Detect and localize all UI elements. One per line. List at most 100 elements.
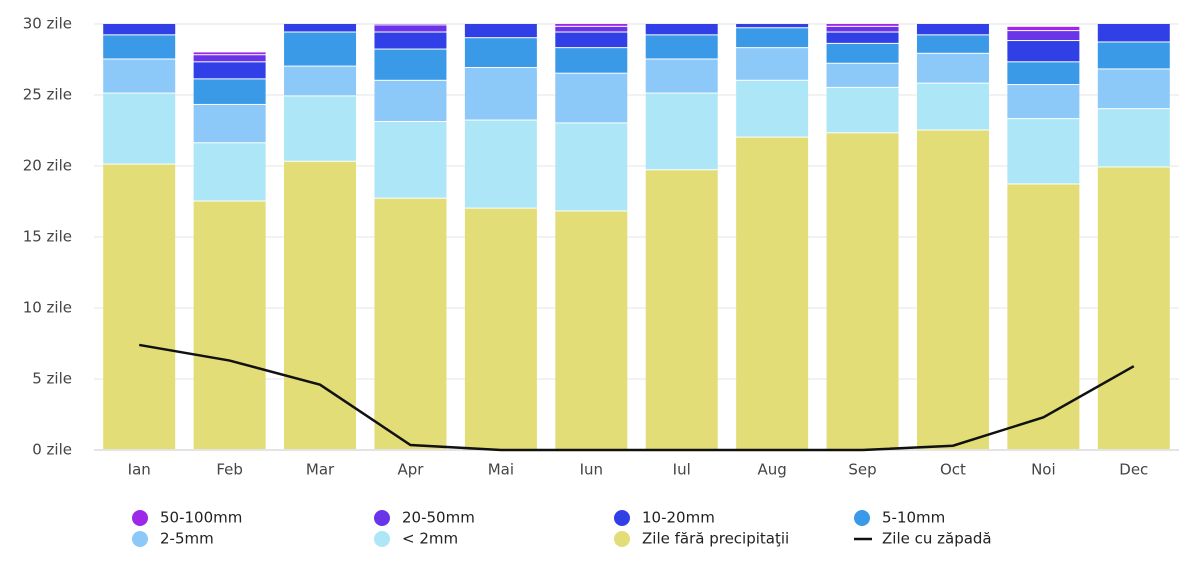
x-tick-label: Iul [673,461,691,479]
bar-segment [464,68,537,120]
y-tick-label: 20 zile [23,157,72,175]
legend-label: 2-5mm [160,530,214,548]
bar-segment [1007,85,1080,119]
bar-segment [284,24,357,32]
bar-segment [1097,167,1170,450]
bar-segment [555,48,628,73]
bar-segment [1007,62,1080,85]
x-tick-label: Apr [397,461,424,479]
x-tick-label: Oct [940,461,966,479]
legend-label: Zile fără precipitaţii [642,530,789,548]
legend-label: 20-50mm [402,509,475,527]
legend-label: 50-100mm [160,509,242,527]
bar-segment [826,63,899,87]
bar-segment [917,13,989,18]
legend-swatch [132,531,148,547]
y-tick-label: 10 zile [23,299,72,317]
bar-segment [645,35,718,59]
x-tick-label: Sep [848,461,876,479]
x-tick-label: Feb [216,461,243,479]
line [138,343,1135,452]
bar-segment [284,32,357,66]
legend-swatch [374,531,390,547]
x-tick-label: Iun [580,461,603,479]
legend-swatch [614,531,630,547]
bar-segment [916,83,989,130]
bar-segment [374,25,447,32]
legend-label: 10-20mm [642,509,715,527]
bar-segment [736,28,809,48]
x-tick-label: Noi [1031,461,1056,479]
bar-segment [1007,31,1080,41]
x-tick-label: Dec [1119,461,1148,479]
bar-segment [826,32,899,43]
bar-segment [464,208,537,449]
y-tick-label: 30 zile [23,15,72,33]
bar-segment [917,10,989,12]
bar-segment [916,130,989,449]
legend-label: < 2mm [402,530,458,548]
bar-segment [284,96,357,161]
bar-segment [1007,26,1080,31]
bar-segment [464,38,537,68]
bar-segment [645,59,718,93]
bar-segment [103,164,176,449]
bar-segment [645,170,718,449]
bar-segment [555,211,628,449]
bar-segment [736,11,808,13]
bar-segment [103,11,175,16]
bar-segment [193,143,266,201]
bar-segment [103,24,176,35]
bar-segment [464,120,537,208]
bar-segment [916,24,989,35]
bar-segment [1007,119,1080,184]
bar-segment [826,26,899,32]
bar-segment [826,133,899,449]
bar-segment [1097,69,1170,109]
bar-segment [555,73,628,123]
bar-segment [103,93,176,164]
bar-segment [1007,41,1080,62]
y-tick-label: 25 zile [23,86,72,104]
bar-segment [1007,184,1080,449]
bar-segment [736,80,809,137]
bar-segment [103,59,176,93]
bar-segment [1097,109,1170,167]
bar-segment [645,24,718,35]
bar-segment [374,198,447,449]
bar-segment [645,93,718,170]
y-tick-label: 5 zile [32,370,72,388]
legend-swatch [374,510,390,526]
bar-segment [193,55,266,62]
bar-segment [1098,13,1170,21]
bar-segment [465,11,537,17]
bar-segment [374,49,447,80]
bar-segment [1097,42,1170,69]
bar-segment [826,24,899,26]
y-tick-label: 0 zile [32,441,72,459]
y-tick-label: 15 zile [23,228,72,246]
legend-swatch [854,510,870,526]
legend-swatch [614,510,630,526]
bar-segment [193,79,266,104]
bar-segment [284,66,357,96]
bar-segment [1097,24,1170,42]
bar-segment [374,121,447,198]
bar-segment [284,11,356,14]
bar-segment [555,32,628,48]
bar-segment [916,53,989,83]
bar-segment [736,24,809,28]
bar-segment [736,48,809,80]
bar-segment [193,52,266,55]
bar-segment [193,201,266,449]
x-tick-label: Mai [488,461,514,479]
bar-segment [555,123,628,211]
bar-segment [1098,10,1170,12]
bar-segment [193,62,266,79]
bar-segment [555,26,628,32]
bar-segment [916,35,989,53]
bar-segment [284,161,357,450]
bar-segment [374,80,447,121]
x-tick-label: Ian [128,461,151,479]
